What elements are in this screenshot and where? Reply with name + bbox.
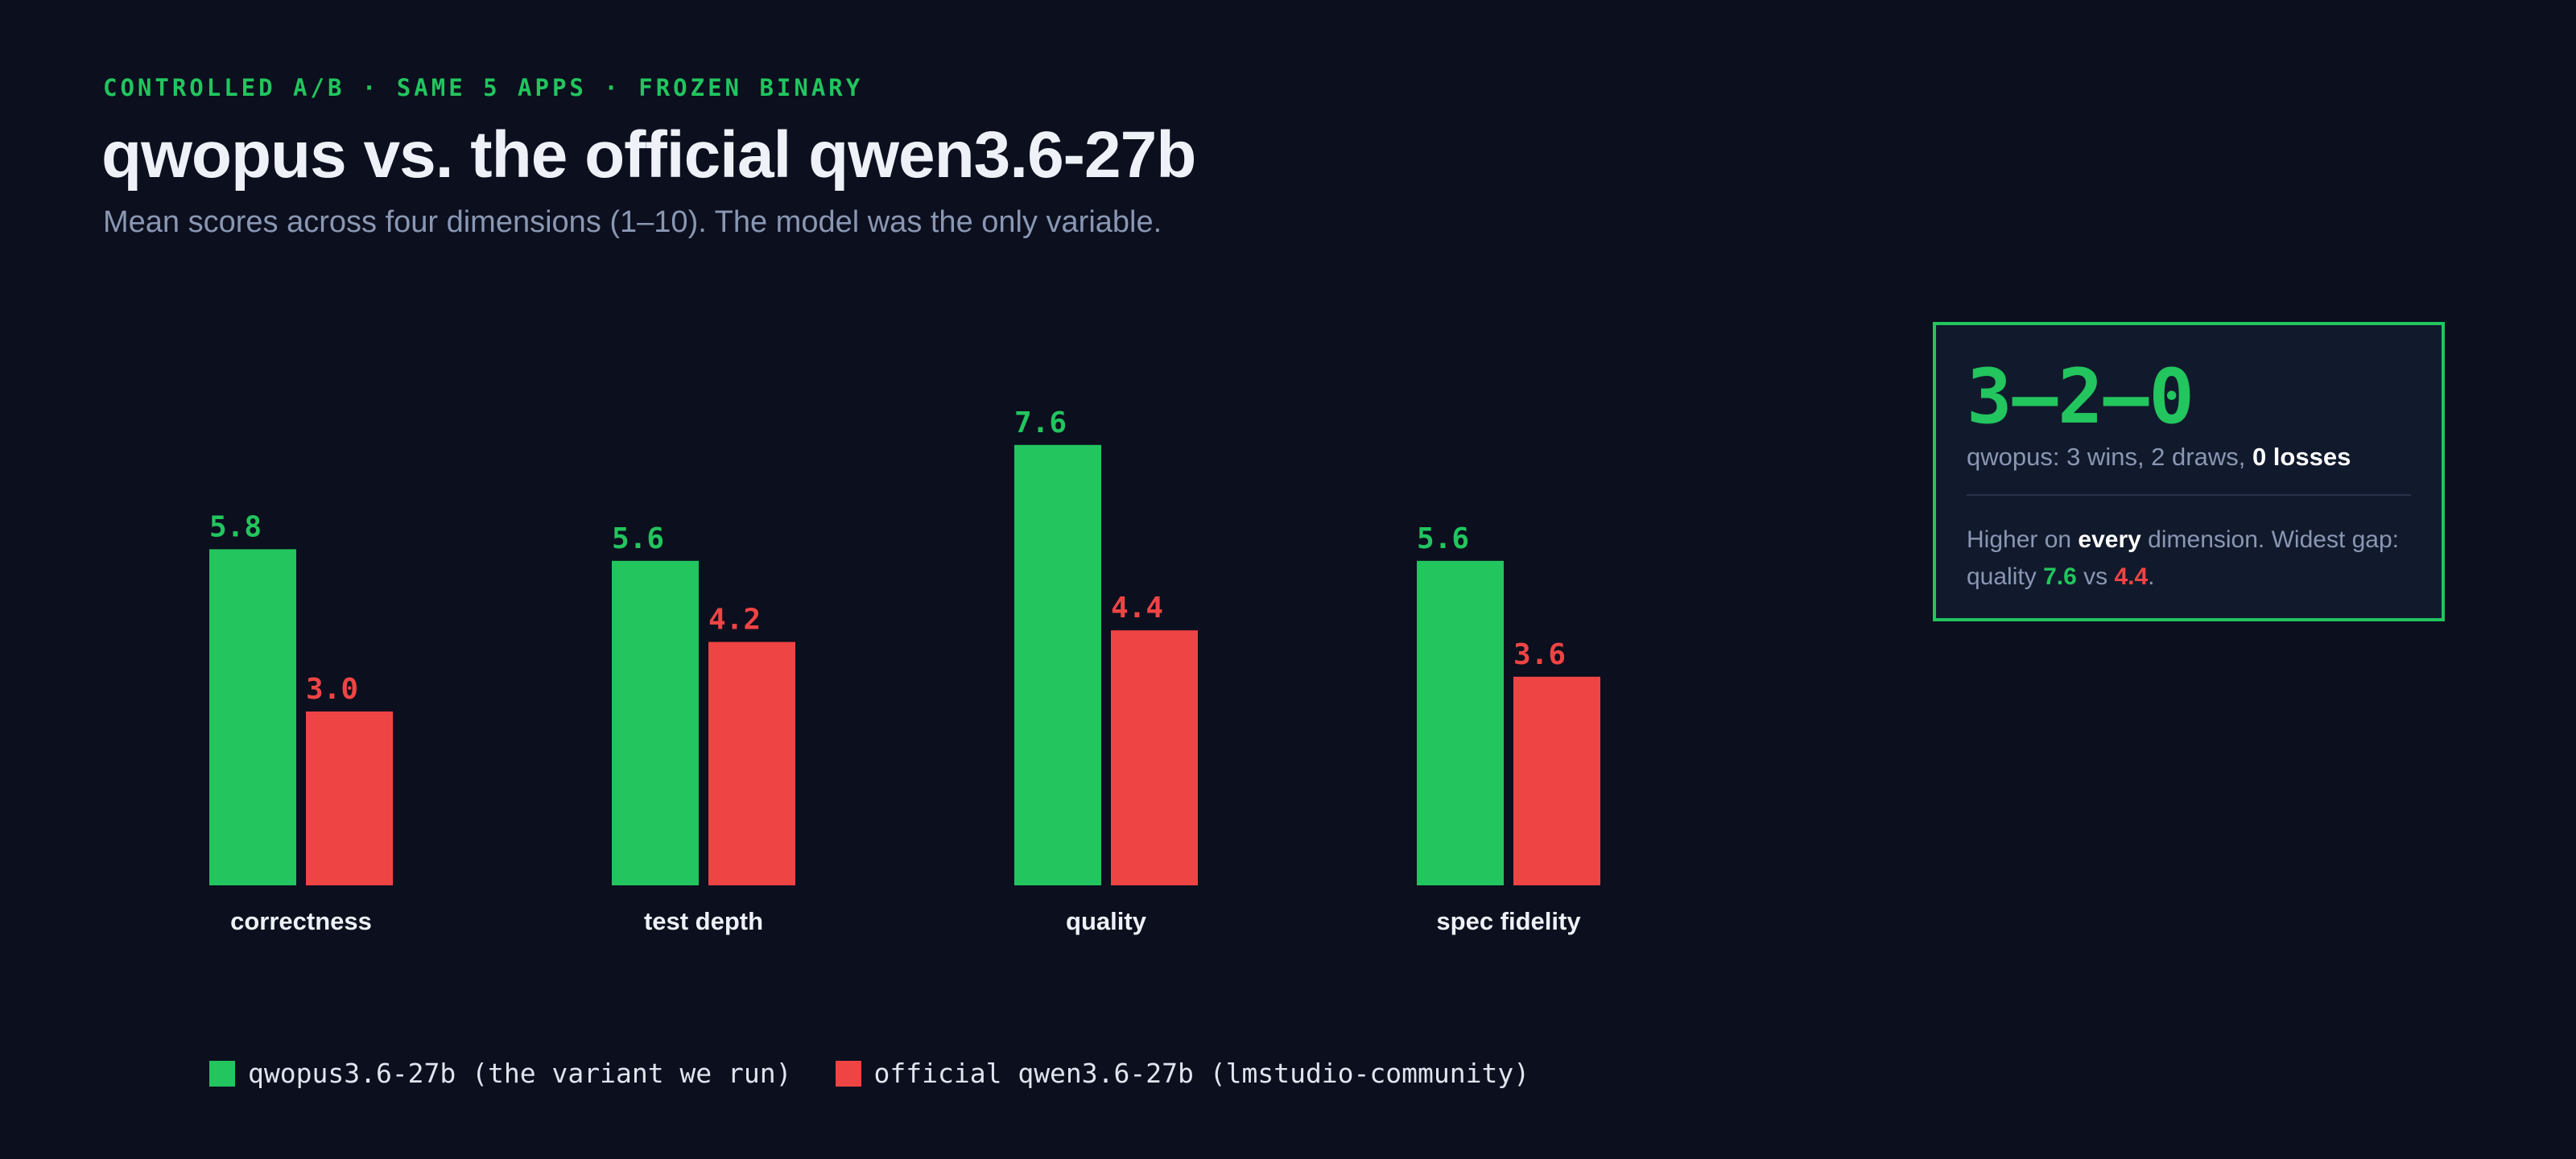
note-value-official: 4.4 xyxy=(2114,563,2149,590)
note-end: . xyxy=(2148,563,2155,590)
bar-official-test-depth xyxy=(708,641,795,885)
kicker-label: CONTROLLED A/B · SAME 5 APPS · FROZEN BI… xyxy=(103,74,864,101)
win-draw-loss-score: 3–2–0 xyxy=(1967,353,2194,441)
page-title: qwopus vs. the official qwen3.6-27b xyxy=(101,118,1196,192)
bar-qwopus-quality xyxy=(1014,444,1101,885)
card-divider xyxy=(1967,494,2411,496)
bar-official-spec-fidelity xyxy=(1513,676,1600,885)
record-prefix: qwopus: 3 wins, 2 draws, xyxy=(1967,443,2252,471)
bar-official-quality xyxy=(1111,630,1198,885)
value-label-qwopus-correctness: 5.8 xyxy=(209,510,262,543)
category-label-test-depth: test depth xyxy=(644,907,763,935)
value-label-official-spec-fidelity: 3.6 xyxy=(1513,638,1566,671)
summary-note: Higher on every dimension. Widest gap: q… xyxy=(1967,522,2417,596)
legend-label-qwopus: qwopus3.6-27b (the variant we run) xyxy=(248,1058,792,1089)
category-label-spec-fidelity: spec fidelity xyxy=(1436,907,1581,935)
bar-qwopus-correctness xyxy=(209,549,296,885)
legend-item-qwopus: qwopus3.6-27b (the variant we run) xyxy=(209,1058,792,1089)
bar-official-correctness xyxy=(306,711,393,885)
summary-card: 3–2–0 qwopus: 3 wins, 2 draws, 0 losses … xyxy=(1933,322,2445,621)
note-value-qwopus: 7.6 xyxy=(2043,563,2077,590)
legend-swatch-official xyxy=(835,1060,861,1087)
value-label-qwopus-spec-fidelity: 5.6 xyxy=(1417,522,1469,555)
value-label-qwopus-quality: 7.6 xyxy=(1014,406,1067,439)
legend-label-official: official qwen3.6-27b (lmstudio-community… xyxy=(873,1058,1530,1089)
page-subtitle: Mean scores across four dimensions (1–10… xyxy=(103,205,1162,239)
category-label-correctness: correctness xyxy=(230,907,372,935)
value-label-qwopus-test-depth: 5.6 xyxy=(612,522,664,555)
value-label-official-quality: 4.4 xyxy=(1111,592,1163,625)
note-part-1: Higher on xyxy=(1967,526,2079,553)
value-label-official-correctness: 3.0 xyxy=(306,673,358,706)
legend-item-official: official qwen3.6-27b (lmstudio-community… xyxy=(835,1058,1530,1089)
note-part-2: dimension. Widest gap: quality xyxy=(1967,526,2399,590)
note-vs: vs xyxy=(2076,563,2115,590)
legend-swatch-qwopus xyxy=(209,1060,235,1087)
value-label-official-test-depth: 4.2 xyxy=(708,604,761,637)
record-losses: 0 losses xyxy=(2252,443,2351,471)
bar-chart: 5.8 3.0 correctness 5.6 4.2 test depth 7.6 4.4 q… xyxy=(209,406,1600,935)
chart-legend: qwopus3.6-27b (the variant we run) offic… xyxy=(209,1058,1573,1089)
note-bold: every xyxy=(2078,526,2141,553)
record-text: qwopus: 3 wins, 2 draws, 0 losses xyxy=(1967,443,2351,472)
bar-qwopus-test-depth xyxy=(612,560,699,885)
category-label-quality: quality xyxy=(1066,907,1147,935)
bar-qwopus-spec-fidelity xyxy=(1417,560,1504,885)
